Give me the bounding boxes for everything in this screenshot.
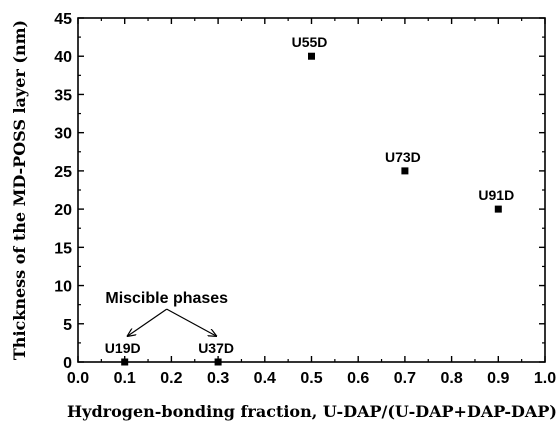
y-tick-label: 35 bbox=[54, 87, 72, 104]
annotations: Miscible phases bbox=[105, 290, 228, 336]
y-tick-label: 45 bbox=[54, 11, 72, 28]
data-point bbox=[214, 358, 222, 366]
plot-frame bbox=[77, 17, 546, 363]
y-tick-label: 5 bbox=[63, 317, 72, 334]
annotation-label: Miscible phases bbox=[105, 290, 228, 307]
x-tick-label: 0.9 bbox=[487, 370, 509, 387]
x-tick-label: 1.0 bbox=[534, 370, 556, 387]
annotation-arrow bbox=[166, 308, 216, 336]
plot-border bbox=[77, 17, 546, 363]
x-tick-label: 0.7 bbox=[394, 370, 416, 387]
x-tick-label: 0.1 bbox=[114, 370, 136, 387]
y-tick-label: 10 bbox=[54, 279, 72, 296]
x-tick-label: 0.4 bbox=[254, 370, 276, 387]
x-tick-label: 0.8 bbox=[440, 370, 462, 387]
x-axis-ticks: 0.0 0.1 0.2 0.3 0.4 0.5 0.6 0.7 0.8 0.9 1.0 bbox=[67, 18, 556, 387]
y-tick-label: 40 bbox=[54, 49, 72, 66]
point-label: U37D bbox=[198, 340, 234, 356]
data-points: U19D U37D U55D U73D U91D bbox=[105, 34, 514, 366]
annotation-arrow bbox=[128, 308, 168, 336]
y-axis-ticks: 0 5 10 15 20 25 30 35 40 45 bbox=[54, 11, 545, 372]
x-tick-label: 0.3 bbox=[207, 370, 229, 387]
data-point bbox=[401, 167, 409, 175]
data-point bbox=[121, 358, 129, 366]
x-tick-label: 0.2 bbox=[160, 370, 182, 387]
data-point bbox=[308, 52, 315, 60]
y-tick-label: 20 bbox=[54, 202, 72, 219]
point-label: U91D bbox=[478, 187, 514, 203]
y-tick-label: 15 bbox=[54, 240, 72, 257]
y-tick-label: 30 bbox=[54, 126, 72, 143]
y-tick-label: 0 bbox=[63, 355, 72, 372]
x-tick-label: 0.5 bbox=[300, 370, 322, 387]
point-label: U55D bbox=[292, 34, 328, 50]
y-tick-label: 25 bbox=[54, 164, 72, 181]
x-tick-label: 0.0 bbox=[67, 370, 89, 387]
data-point bbox=[494, 205, 502, 213]
x-tick-label: 0.6 bbox=[347, 370, 369, 387]
point-label: U19D bbox=[105, 340, 141, 356]
x-axis-title: Hydrogen-bonding fraction, U-DAP/(U-DAP+… bbox=[67, 402, 557, 421]
y-axis-title: Thickness of the MD-POSS layer (nm) bbox=[10, 20, 29, 360]
point-label: U73D bbox=[385, 149, 421, 165]
